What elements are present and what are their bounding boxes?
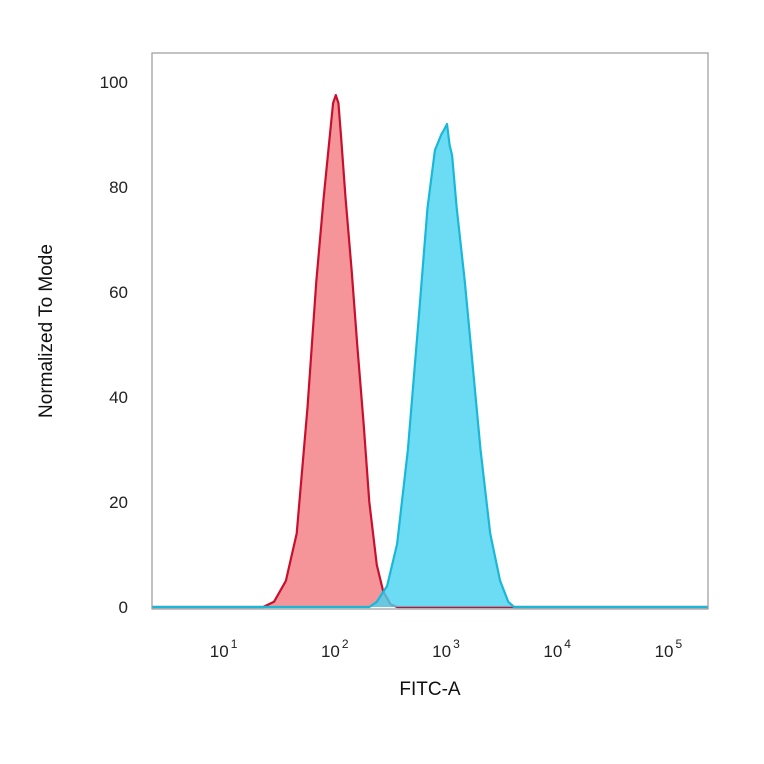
x-tick-base: 10 (432, 642, 451, 661)
x-tick-exponent: 5 (676, 637, 683, 651)
histogram-line-2 (152, 122, 708, 609)
x-tick-base: 10 (210, 642, 229, 661)
series-layer (152, 94, 708, 609)
y-tick-label: 100 (100, 73, 128, 92)
x-tick-label: 10 4 (543, 637, 571, 661)
y-tick-label: 0 (119, 598, 128, 617)
x-tick-exponent: 4 (564, 637, 571, 651)
x-axis-title: FITC-A (399, 679, 461, 700)
y-tick-label: 20 (109, 493, 128, 512)
x-tick-label: 10 1 (210, 637, 238, 661)
x-tick-label: 10 5 (655, 637, 683, 661)
plot-frame (151, 52, 709, 610)
x-axis-ticks: 10 1 10 2 10 3 10 4 10 5 (210, 637, 683, 661)
x-tick-exponent: 3 (453, 637, 460, 651)
histogram-area-2 (152, 124, 708, 607)
x-tick-label: 10 3 (432, 637, 460, 661)
y-tick-label: 60 (109, 283, 128, 302)
y-axis-title: Normalized To Mode (36, 244, 57, 418)
x-tick-exponent: 2 (342, 637, 349, 651)
x-tick-base: 10 (655, 642, 674, 661)
x-tick-label: 10 2 (321, 637, 349, 661)
y-axis-ticks: 0 20 40 60 80 100 (100, 73, 128, 617)
x-tick-base: 10 (321, 642, 340, 661)
x-tick-base: 10 (543, 642, 562, 661)
y-tick-label: 40 (109, 388, 128, 407)
histogram-line-1 (152, 94, 708, 609)
y-tick-label: 80 (109, 178, 128, 197)
x-tick-exponent: 1 (231, 637, 238, 651)
